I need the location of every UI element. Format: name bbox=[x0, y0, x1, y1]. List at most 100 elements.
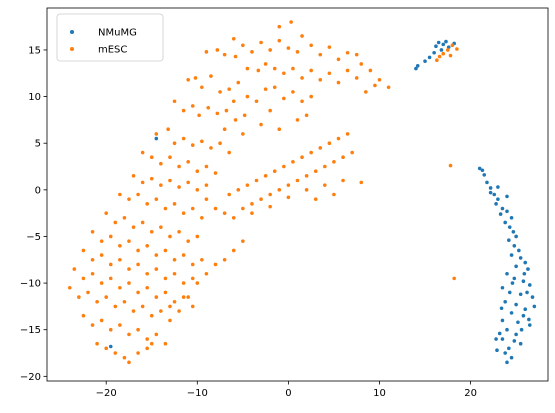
point-mesc-179 bbox=[145, 346, 149, 351]
point-nmumg-57 bbox=[500, 337, 505, 341]
point-mesc-2 bbox=[222, 52, 227, 57]
point-mesc-136 bbox=[181, 281, 186, 285]
point-mesc-55 bbox=[172, 99, 177, 104]
point-nmumg-71 bbox=[510, 281, 515, 285]
point-mesc-18 bbox=[359, 62, 364, 66]
point-mesc-243 bbox=[455, 47, 459, 51]
point-mesc-7 bbox=[268, 48, 272, 52]
point-mesc-44 bbox=[218, 90, 222, 94]
point-nmumg-2 bbox=[423, 59, 427, 63]
point-nmumg-21 bbox=[494, 202, 498, 206]
point-nmumg-4 bbox=[432, 50, 436, 55]
point-mesc-122 bbox=[181, 253, 186, 257]
point-mesc-230 bbox=[190, 304, 195, 309]
point-nmumg-33 bbox=[509, 253, 514, 257]
point-mesc-73 bbox=[140, 150, 145, 155]
point-mesc-96 bbox=[163, 206, 168, 211]
point-mesc-88 bbox=[186, 180, 190, 185]
point-mesc-118 bbox=[145, 243, 149, 248]
point-mesc-223 bbox=[213, 262, 218, 267]
point-mesc-68 bbox=[190, 143, 195, 147]
y-tick-label: −15 bbox=[20, 325, 41, 336]
y-tick-label: 15 bbox=[28, 45, 41, 56]
legend-label-nmumg: NMuMG bbox=[98, 28, 137, 39]
point-mesc-49 bbox=[263, 87, 268, 91]
point-nmumg-15 bbox=[480, 168, 485, 173]
point-mesc-172 bbox=[163, 341, 168, 346]
point-mesc-31 bbox=[300, 76, 304, 80]
point-nmumg-22 bbox=[500, 206, 505, 211]
point-mesc-143 bbox=[118, 285, 122, 290]
point-nmumg-63 bbox=[505, 360, 509, 365]
point-mesc-198 bbox=[227, 192, 231, 197]
point-nmumg-14 bbox=[477, 166, 482, 171]
point-nmumg-60 bbox=[507, 346, 511, 351]
point-mesc-238 bbox=[304, 113, 309, 118]
point-mesc-218 bbox=[359, 180, 364, 185]
point-mesc-146 bbox=[145, 285, 149, 290]
point-mesc-35 bbox=[336, 80, 341, 85]
point-nmumg-26 bbox=[503, 220, 507, 225]
point-mesc-67 bbox=[181, 136, 186, 141]
point-mesc-45 bbox=[227, 87, 231, 91]
point-mesc-244 bbox=[448, 53, 453, 58]
point-mesc-27 bbox=[263, 62, 268, 66]
point-mesc-208 bbox=[318, 146, 323, 150]
point-nmumg-11 bbox=[439, 48, 444, 52]
point-mesc-100 bbox=[200, 216, 204, 220]
point-mesc-241 bbox=[441, 51, 446, 56]
point-mesc-217 bbox=[341, 178, 345, 183]
point-mesc-173 bbox=[95, 341, 99, 346]
point-nmumg-42 bbox=[500, 285, 505, 290]
point-nmumg-53 bbox=[516, 320, 520, 325]
point-mesc-212 bbox=[250, 211, 254, 215]
point-mesc-240 bbox=[446, 48, 450, 52]
point-mesc-137 bbox=[190, 276, 195, 281]
point-nmumg-67 bbox=[505, 194, 509, 199]
point-mesc-175 bbox=[113, 351, 118, 355]
y-tick-label: −5 bbox=[26, 232, 41, 243]
legend-marker-nmumg bbox=[70, 30, 74, 34]
point-mesc-166 bbox=[108, 327, 113, 332]
point-nmumg-49 bbox=[532, 304, 537, 309]
point-nmumg-54 bbox=[527, 323, 532, 327]
point-mesc-158 bbox=[131, 309, 136, 313]
point-mesc-25 bbox=[245, 66, 250, 71]
point-mesc-84 bbox=[149, 176, 154, 181]
point-nmumg-12 bbox=[154, 136, 159, 141]
point-mesc-216 bbox=[323, 183, 327, 187]
point-mesc-106 bbox=[149, 230, 154, 234]
point-nmumg-29 bbox=[514, 234, 518, 239]
point-mesc-148 bbox=[163, 290, 168, 295]
point-nmumg-58 bbox=[512, 339, 517, 343]
point-mesc-242 bbox=[437, 54, 442, 59]
point-mesc-80 bbox=[204, 164, 209, 169]
point-nmumg-34 bbox=[518, 256, 523, 260]
point-mesc-19 bbox=[368, 68, 373, 73]
point-nmumg-30 bbox=[507, 238, 511, 242]
point-mesc-53 bbox=[300, 99, 304, 104]
point-mesc-70 bbox=[209, 146, 213, 150]
y-tick-label: 0 bbox=[35, 185, 41, 196]
point-mesc-75 bbox=[159, 161, 163, 166]
point-nmumg-68 bbox=[496, 185, 500, 189]
point-mesc-133 bbox=[154, 267, 159, 271]
point-nmumg-44 bbox=[518, 292, 523, 297]
point-mesc-109 bbox=[177, 230, 181, 234]
point-mesc-168 bbox=[127, 332, 131, 337]
point-mesc-156 bbox=[113, 304, 118, 309]
point-mesc-105 bbox=[140, 220, 145, 225]
point-nmumg-40 bbox=[521, 279, 526, 284]
y-tick-label: −10 bbox=[20, 279, 41, 290]
y-tick-label: 10 bbox=[28, 92, 41, 103]
legend: NMuMG mESC bbox=[56, 13, 164, 62]
point-mesc-207 bbox=[309, 150, 313, 155]
point-mesc-6 bbox=[259, 40, 263, 45]
point-mesc-56 bbox=[181, 108, 186, 113]
point-mesc-24 bbox=[233, 54, 238, 59]
point-mesc-17 bbox=[354, 52, 359, 57]
point-mesc-154 bbox=[95, 299, 99, 304]
point-mesc-60 bbox=[215, 111, 220, 116]
points-layer bbox=[67, 20, 537, 365]
point-mesc-135 bbox=[172, 271, 177, 276]
